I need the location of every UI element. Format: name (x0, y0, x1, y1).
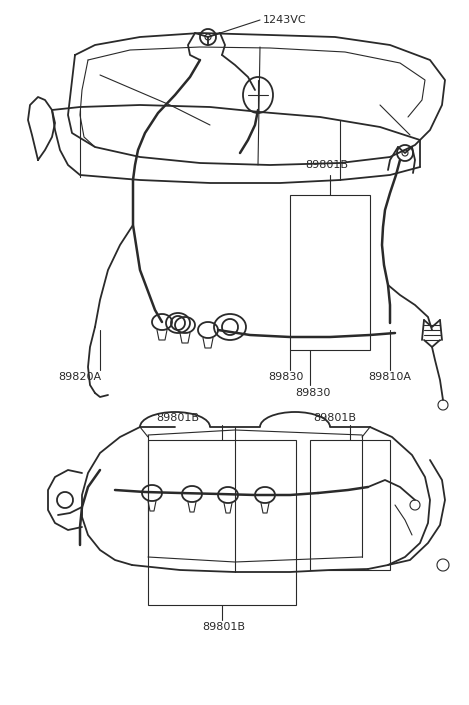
Text: 89801B: 89801B (305, 160, 348, 170)
Text: 89801B: 89801B (202, 622, 245, 632)
Text: 89810A: 89810A (368, 372, 411, 382)
Text: 1243VC: 1243VC (263, 15, 307, 25)
Text: 89830: 89830 (268, 372, 303, 382)
Bar (290, 195, 370, 350)
Text: 89801B: 89801B (313, 413, 356, 423)
Text: 89830: 89830 (295, 388, 330, 398)
Text: 89820A: 89820A (58, 372, 101, 382)
Bar (310, 440, 390, 570)
Bar (148, 440, 296, 605)
Text: 89801B: 89801B (156, 413, 199, 423)
